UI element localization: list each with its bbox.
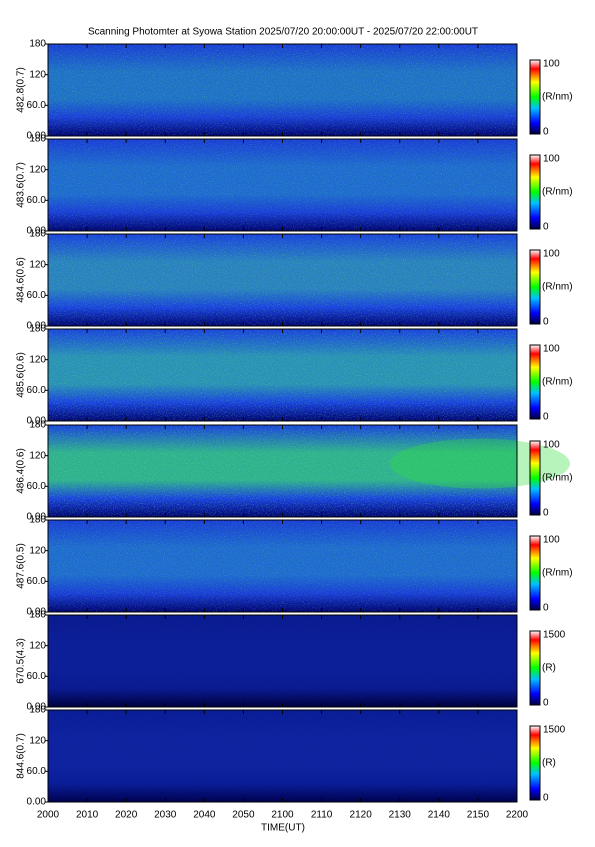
heatmap-texture: [48, 520, 517, 612]
chart-title: Scanning Photomter at Syowa Station 2025…: [88, 27, 478, 38]
colorbar-label: (R/nm): [542, 377, 573, 388]
x-tick-label: 2040: [193, 810, 216, 821]
colorbar-tick-label: 0: [543, 508, 549, 519]
y-tick-label: 180: [29, 134, 46, 145]
x-tick-label: 2030: [154, 810, 177, 821]
x-tick-label: 2100: [271, 810, 294, 821]
colorbar-tick-label: 100: [543, 344, 560, 355]
y-tick-label: 180: [29, 705, 46, 716]
x-tick-label: 2000: [37, 810, 60, 821]
y-tick-label: 0.00: [27, 512, 47, 523]
colorbar-label: (R/nm): [542, 187, 573, 198]
colorbar: [529, 344, 541, 420]
x-tick-label: 2010: [76, 810, 99, 821]
colorbar-tick-label: 1500: [543, 725, 566, 736]
heatmap-texture: [48, 425, 517, 517]
y-tick-label: 120: [29, 69, 46, 80]
y-tick-label: 180: [29, 515, 46, 526]
heatmap: [48, 615, 517, 707]
colorbar-label: (R): [542, 663, 556, 674]
y-tick-label: 0.00: [27, 416, 47, 427]
y-tick-label: 120: [29, 640, 46, 651]
y-tick-label: 0.00: [27, 607, 47, 618]
y-tick-label: 60.0: [27, 290, 47, 301]
colorbar-tick-label: 0: [543, 412, 549, 423]
y-tick-label: 60.0: [27, 385, 47, 396]
heatmap-texture: [48, 329, 517, 421]
colorbar-label: (R/nm): [542, 282, 573, 293]
colorbar-tick-label: 0: [543, 698, 549, 709]
x-tick-label: 2120: [350, 810, 373, 821]
x-tick-label: 2140: [428, 810, 451, 821]
colorbar-tick-label: 0: [543, 793, 549, 804]
y-tick-label: 60.0: [27, 100, 47, 111]
colorbar-label: (R): [542, 758, 556, 769]
colorbar-tick-label: 100: [543, 535, 560, 546]
colorbar-label: (R/nm): [542, 568, 573, 579]
y-axis-label: 486.4(0.6): [16, 448, 27, 494]
y-axis-label: 487.6(0.5): [16, 543, 27, 589]
colorbar: [529, 440, 541, 516]
x-axis-label: TIME(UT): [261, 823, 305, 834]
y-tick-label: 60.0: [27, 766, 47, 777]
colorbar-tick-label: 100: [543, 440, 560, 451]
colorbar: [529, 249, 541, 325]
colorbar-tick-label: 100: [543, 249, 560, 260]
y-axis-label: 485.6(0.6): [16, 352, 27, 398]
y-tick-label: 120: [29, 354, 46, 365]
y-tick-label: 120: [29, 735, 46, 746]
y-tick-label: 0.00: [27, 321, 47, 332]
y-tick-label: 0.00: [27, 702, 47, 713]
y-axis-label: 484.6(0.6): [16, 257, 27, 303]
y-tick-label: 0.00: [27, 797, 47, 808]
y-axis-label: 844.6(0.7): [16, 733, 27, 779]
heatmap-texture: [48, 710, 517, 802]
y-tick-label: 180: [29, 324, 46, 335]
y-tick-label: 60.0: [27, 195, 47, 206]
colorbar: [529, 59, 541, 135]
y-tick-label: 180: [29, 229, 46, 240]
colorbar: [529, 630, 541, 706]
colorbar: [529, 535, 541, 611]
x-tick-label: 2110: [311, 810, 333, 821]
colorbar: [529, 154, 541, 230]
y-tick-label: 180: [29, 39, 46, 50]
y-axis-label: 483.6(0.7): [16, 162, 27, 208]
x-tick-label: 2150: [467, 810, 490, 821]
colorbar-tick-label: 100: [543, 154, 560, 165]
colorbar-tick-label: 1500: [543, 630, 566, 641]
heatmap-texture: [48, 139, 517, 231]
colorbar: [529, 725, 541, 801]
x-tick-label: 2050: [232, 810, 255, 821]
y-tick-label: 120: [29, 164, 46, 175]
colorbar-label: (R/nm): [542, 473, 573, 484]
heatmap-texture: [48, 615, 517, 707]
y-tick-label: 180: [29, 420, 46, 431]
y-tick-label: 120: [29, 450, 46, 461]
y-tick-label: 60.0: [27, 671, 47, 682]
colorbar-tick-label: 0: [543, 127, 549, 138]
x-tick-label: 2200: [506, 810, 529, 821]
heatmap-texture: [48, 234, 517, 326]
aurora-glow: [390, 438, 570, 489]
y-axis-label: 482.8(0.7): [16, 67, 27, 113]
y-tick-label: 120: [29, 259, 46, 270]
y-tick-label: 0.00: [27, 226, 47, 237]
x-tick-label: 2130: [389, 810, 412, 821]
colorbar-label: (R/nm): [542, 92, 573, 103]
y-tick-label: 120: [29, 545, 46, 556]
y-tick-label: 0.00: [27, 131, 47, 142]
y-axis-label: 670.5(4.3): [16, 638, 27, 684]
x-tick-label: 2020: [115, 810, 138, 821]
colorbar-tick-label: 100: [543, 59, 560, 70]
colorbar-tick-label: 0: [543, 603, 549, 614]
colorbar-tick-label: 0: [543, 222, 549, 233]
heatmap-texture: [48, 44, 517, 136]
y-tick-label: 60.0: [27, 481, 47, 492]
colorbar-tick-label: 0: [543, 317, 549, 328]
y-tick-label: 60.0: [27, 576, 47, 587]
y-tick-label: 180: [29, 610, 46, 621]
